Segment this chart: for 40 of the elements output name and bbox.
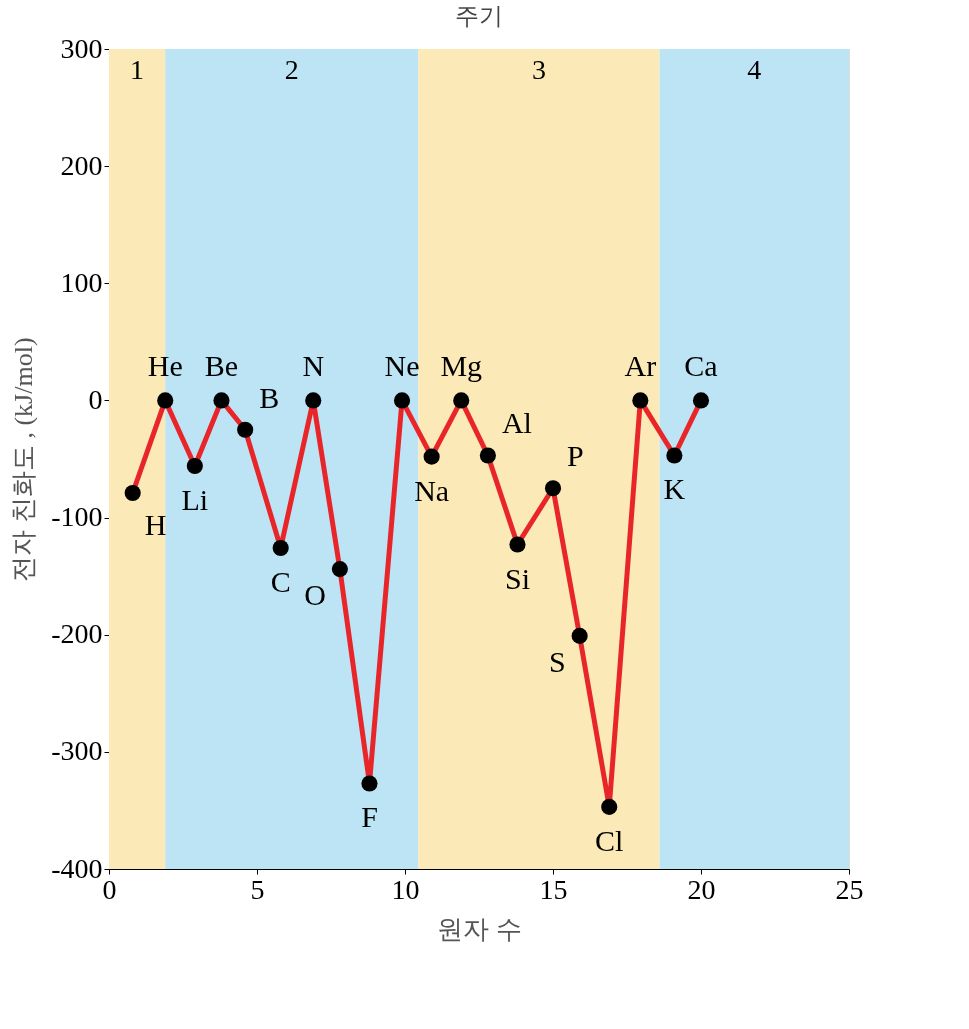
annotation: He [147, 349, 183, 383]
annotation: P [567, 439, 584, 473]
band-label: 4 [747, 54, 762, 85]
y-tick-label: 0 [88, 383, 103, 415]
band-label: 2 [284, 54, 299, 85]
y-tick-label: 300 [60, 32, 103, 64]
x-axis-title: 원자 수 [437, 914, 522, 944]
annotation: Cl [595, 823, 624, 857]
y-tick-label: -100 [51, 501, 103, 533]
x-tick-label: 15 [539, 873, 568, 905]
annotation: Ca [684, 349, 718, 383]
annotation: Be [204, 349, 239, 383]
annotation: O [304, 578, 326, 612]
annotation: Li [181, 483, 209, 517]
y-tick-label: -200 [51, 618, 103, 650]
annotation: C [270, 565, 291, 599]
x-tick-label: 20 [687, 873, 716, 905]
annotation: S [548, 644, 566, 678]
x-tick-label: 10 [391, 873, 420, 905]
x-tick-label: 5 [250, 873, 265, 905]
x-tick-label: 25 [835, 873, 864, 905]
annotation: K [663, 472, 686, 506]
y-tick-label: 200 [60, 149, 103, 181]
annotation: Ar [624, 349, 657, 383]
annotation: H [144, 507, 167, 541]
y-tick-label: -300 [51, 735, 103, 767]
annotation: F [361, 800, 378, 834]
band-label: 1 [130, 54, 145, 85]
annotation: Mg [440, 349, 483, 383]
chart-title: 주기 [455, 2, 503, 30]
band-label: 3 [531, 54, 546, 85]
annotation: Ne [384, 349, 420, 383]
annotation: Na [414, 473, 450, 507]
y-axis-title: 전자 친화도 , (kJ/mol) [9, 337, 39, 582]
y-tick-label: 100 [60, 266, 103, 298]
y-tick-label: -400 [51, 852, 103, 884]
annotation: B [259, 380, 280, 414]
annotation: N [302, 349, 325, 383]
annotation: Si [504, 561, 530, 595]
annotation: Al [501, 406, 532, 440]
